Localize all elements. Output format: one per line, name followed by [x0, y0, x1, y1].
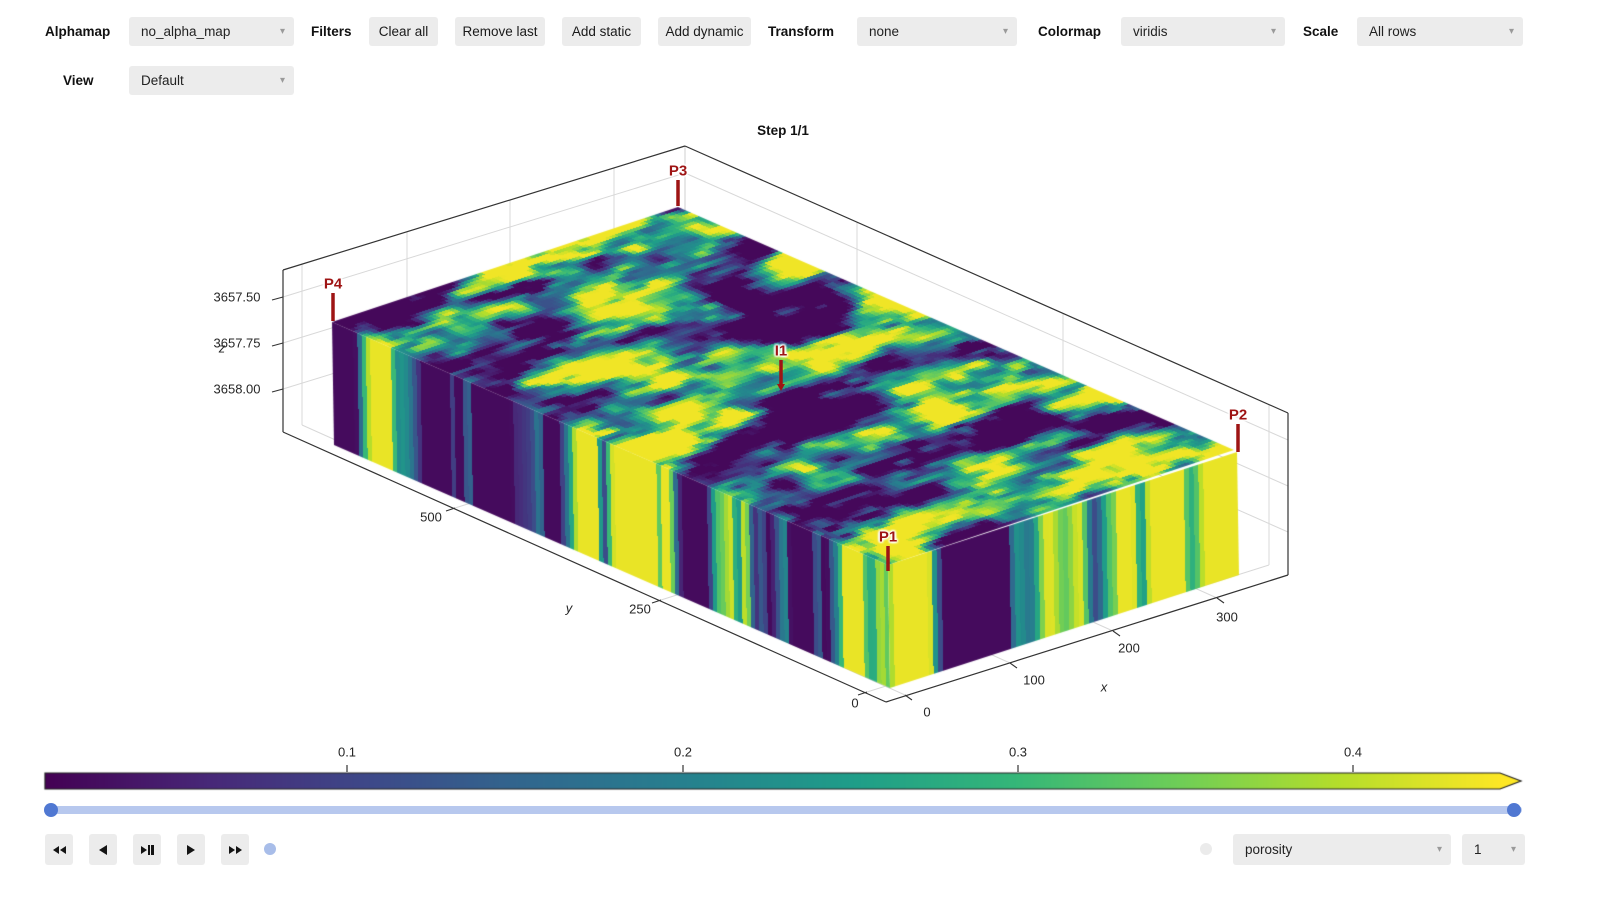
x-tick-label: 300 [1216, 609, 1238, 625]
y-tick-label: 0 [851, 695, 859, 711]
range-slider-handle-min[interactable] [44, 803, 58, 817]
z-axis-label: z [218, 340, 226, 356]
well-label-p1: P1 [878, 528, 898, 546]
range-slider-track[interactable] [45, 806, 1522, 814]
playback-indicator-dot [264, 843, 276, 855]
y-axis-label: y [565, 600, 573, 616]
colorbar-tick-label: 0.1 [337, 744, 357, 760]
y-tick-label: 250 [629, 601, 651, 617]
well-label-p4: P4 [323, 275, 343, 293]
range-slider-handle-max[interactable] [1507, 803, 1521, 817]
colorbar-tick-label: 0.4 [1343, 744, 1363, 760]
well-label-p2: P2 [1228, 406, 1248, 424]
colorbar-tick-label: 0.3 [1008, 744, 1028, 760]
well-label-p3: P3 [668, 162, 688, 180]
z-tick-label: 3657.50 [213, 289, 261, 305]
z-tick-label: 3658.00 [213, 381, 261, 397]
x-tick-label: 100 [1023, 672, 1045, 688]
z-tick-label: 3657.75 [213, 335, 261, 351]
x-axis-label: x [1100, 679, 1108, 695]
x-tick-label: 0 [923, 704, 931, 720]
colorbar-tick-label: 0.2 [673, 744, 693, 760]
status-indicator-dot [1200, 843, 1212, 855]
x-tick-label: 200 [1118, 640, 1140, 656]
y-tick-label: 500 [420, 509, 442, 525]
well-label-i1: I1 [774, 342, 788, 360]
